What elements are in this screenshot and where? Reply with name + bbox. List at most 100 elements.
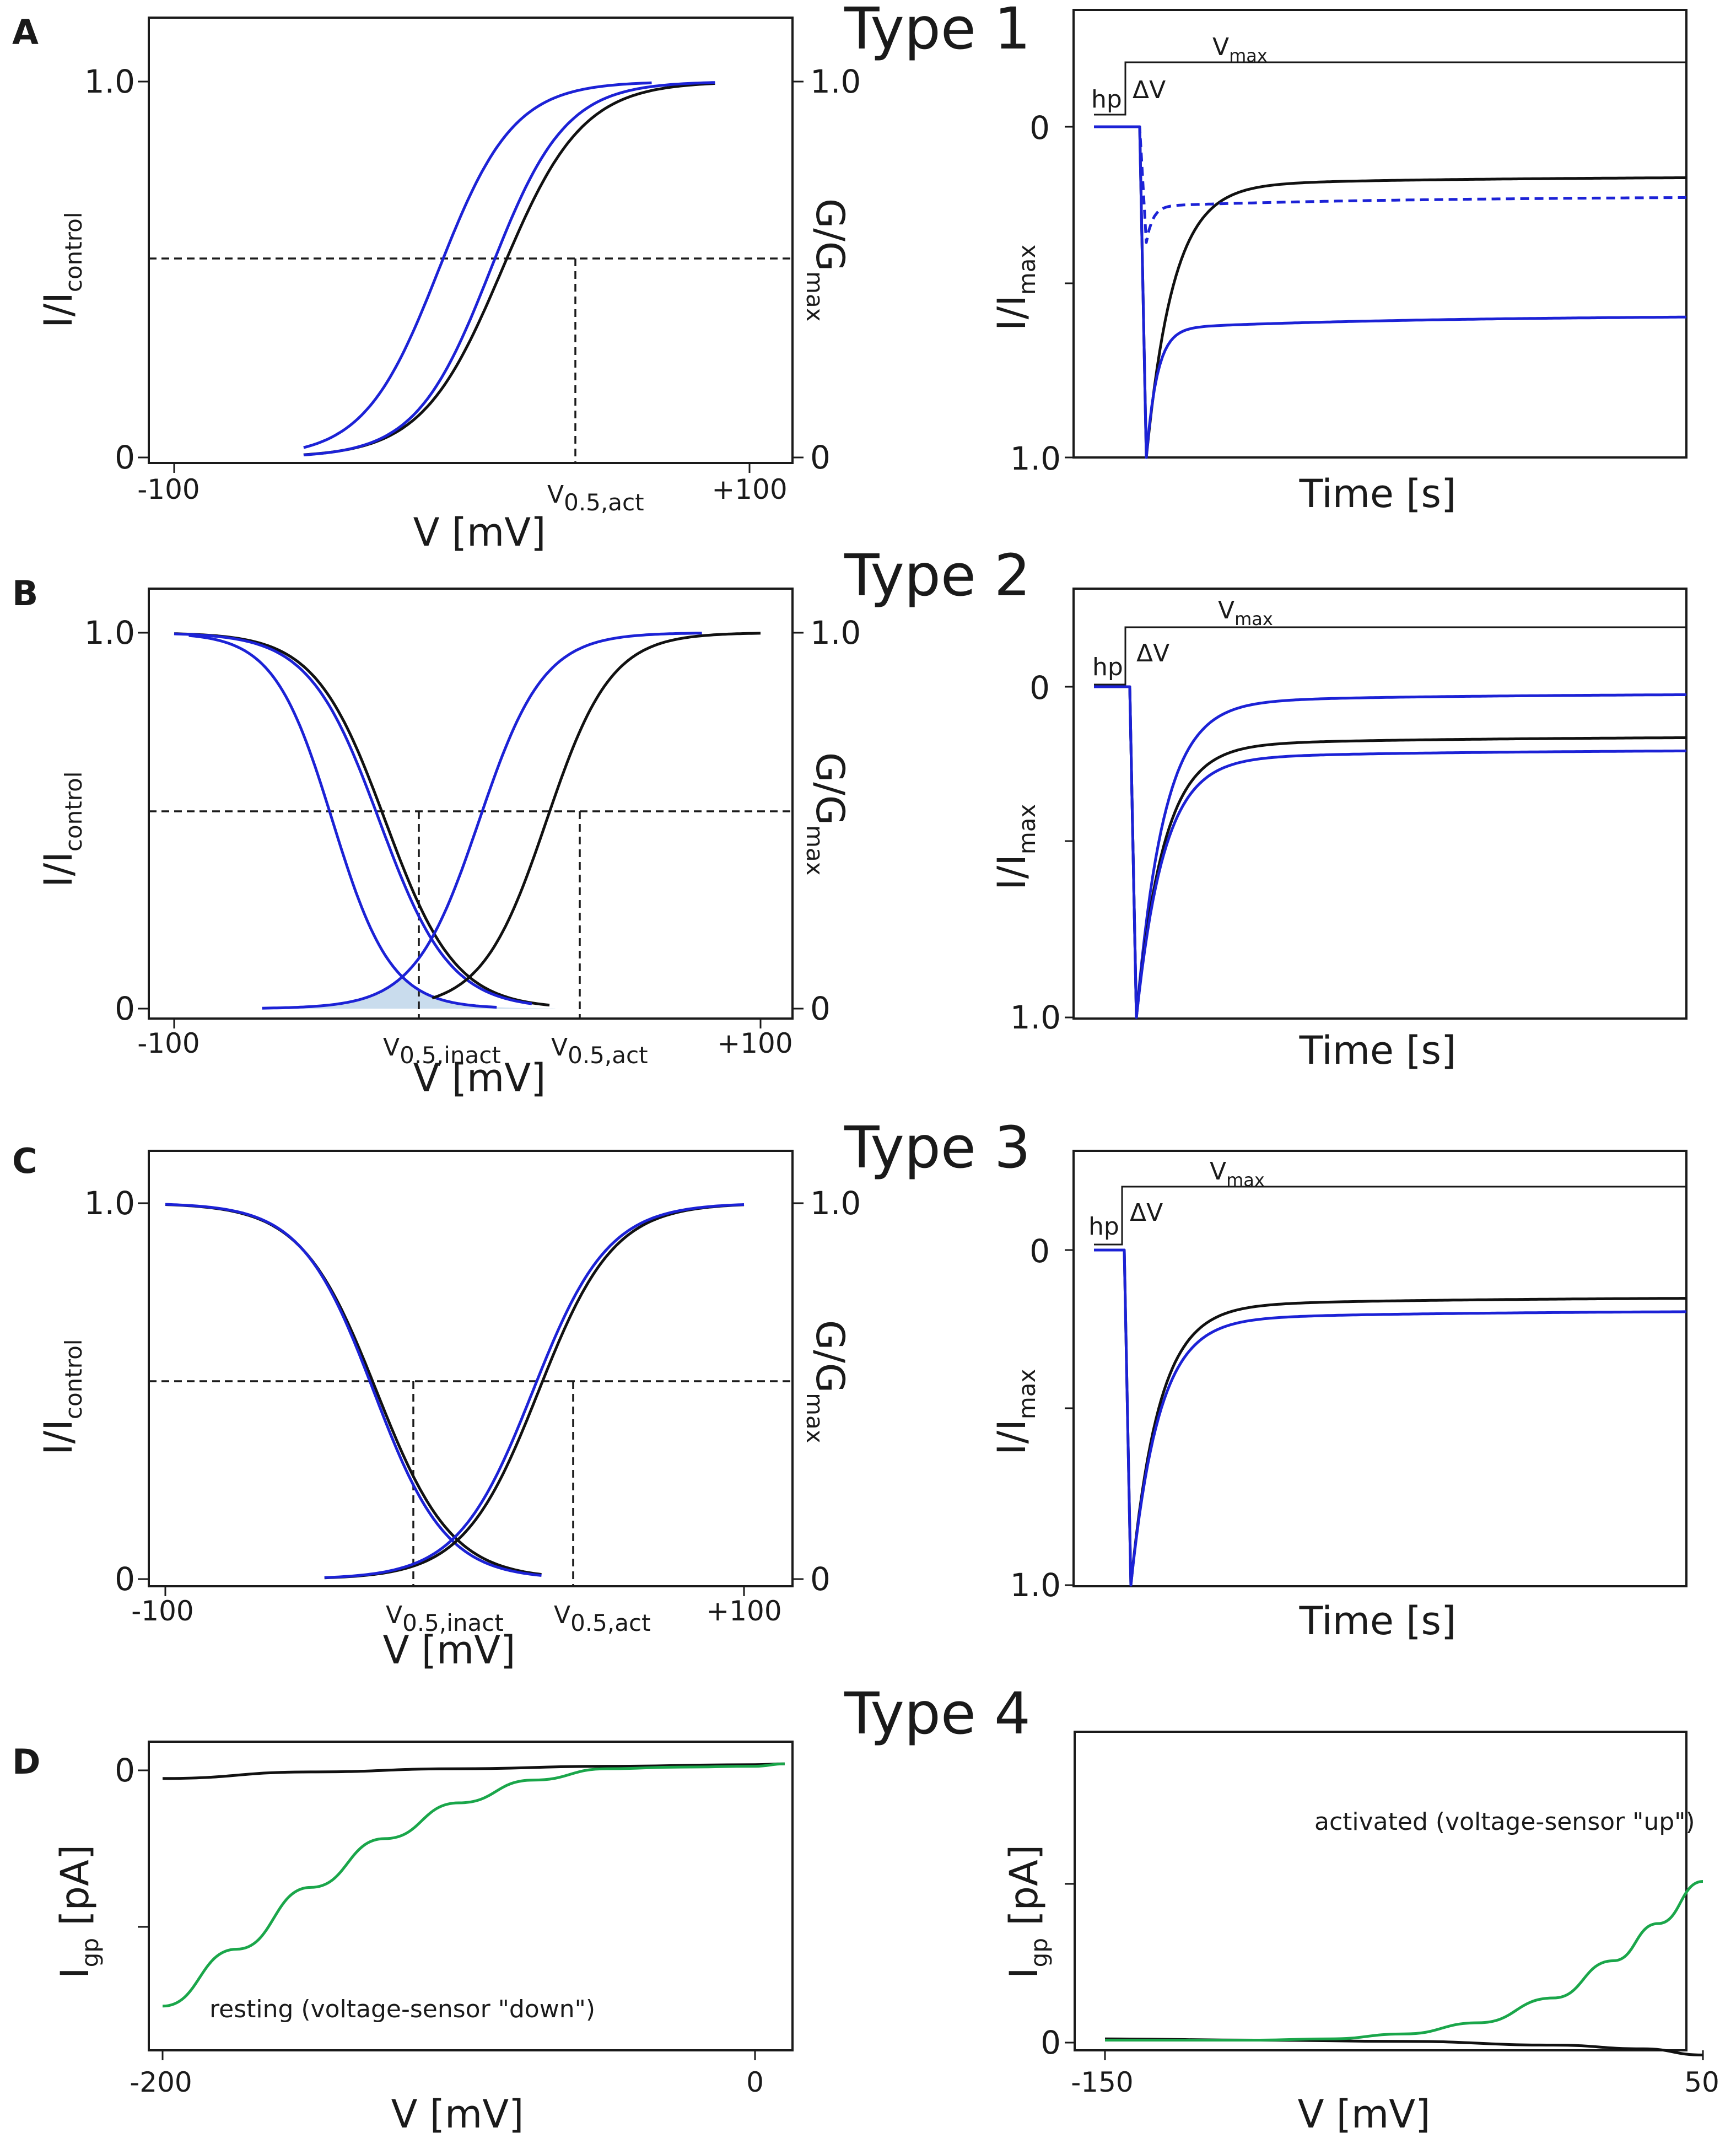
hp-label: hp bbox=[1088, 1213, 1119, 1241]
tick-x-plus100: +100 bbox=[717, 1027, 792, 1059]
chart-d-activated: 0 -150 50 V [mV] activated (voltage-sens… bbox=[1001, 1731, 1719, 2133]
series-inactivation-drug bbox=[165, 1203, 542, 1577]
dv-label: ΔV bbox=[1130, 1199, 1163, 1227]
curves bbox=[1094, 1248, 1686, 1587]
series-drug-upper- bbox=[1094, 685, 1687, 1019]
y-axis-label: I/Imax bbox=[989, 245, 1040, 331]
x-axis-label: Time [s] bbox=[1299, 1598, 1457, 1644]
tick-y-0: 0 bbox=[115, 1752, 135, 1789]
plot-frame bbox=[148, 588, 794, 1020]
series-activation-control bbox=[324, 1203, 745, 1580]
series-control bbox=[1094, 1248, 1686, 1587]
chart-a-trace: hp ΔV Vmax 0 1.0 I/Imax Time [s] bbox=[989, 9, 1688, 516]
series-activation-drug bbox=[303, 81, 715, 456]
tick-y-0: 0 bbox=[1029, 109, 1050, 147]
plot-frame bbox=[148, 17, 794, 464]
x-axis-label: Time [s] bbox=[1299, 1028, 1457, 1073]
curves bbox=[165, 1203, 745, 1580]
plot-frame bbox=[1072, 1150, 1688, 1587]
y-axis-label: Igp [pA] bbox=[1001, 1845, 1053, 1979]
panel-letter-c: C bbox=[12, 1141, 37, 1181]
tick-x-minus150: -150 bbox=[1071, 2066, 1133, 2098]
tick-y-1: 1.0 bbox=[84, 63, 135, 100]
series-drug-dashed- bbox=[1094, 125, 1687, 244]
v05-act-label: V0.5,act bbox=[554, 1601, 651, 1636]
x-axis: -100 +100 V0.5,act V [mV] bbox=[137, 463, 788, 555]
tick-x-50: 50 bbox=[1684, 2066, 1719, 2098]
curves bbox=[162, 1762, 785, 2008]
tick-x-plus100: +100 bbox=[711, 473, 787, 505]
series-control bbox=[1094, 685, 1687, 1019]
tick-y2-0: 0 bbox=[810, 1560, 831, 1598]
plot-frame bbox=[1072, 588, 1688, 1020]
window-current-area bbox=[262, 977, 556, 1009]
voltage-protocol: hp ΔV Vmax bbox=[1092, 596, 1686, 686]
v05-act-label: V0.5,act bbox=[551, 1033, 648, 1069]
tick-y-0: 0 bbox=[115, 439, 135, 476]
tick-y2-1: 1.0 bbox=[810, 63, 861, 100]
series-activation-drug bbox=[262, 632, 702, 1010]
curves bbox=[1094, 125, 1687, 459]
tick-y-0: 0 bbox=[115, 1560, 135, 1598]
x-axis-label: V [mV] bbox=[1298, 2092, 1431, 2133]
dv-label: ΔV bbox=[1133, 76, 1166, 104]
y-axis-label: I/Imax bbox=[989, 1369, 1040, 1455]
panel-letter-d: D bbox=[12, 1742, 40, 1782]
x-axis-label: Time [s] bbox=[1299, 471, 1457, 516]
tick-y2-1: 1.0 bbox=[810, 1184, 861, 1222]
tick-y-1: 1.0 bbox=[84, 614, 135, 651]
chart-b-steady-state: 1.0 0 1.0 0 -100 +100 V0.5,inact V0.5,ac… bbox=[36, 588, 861, 1101]
tick-y-0: 0 bbox=[1029, 669, 1050, 707]
tick-y-1: 1.0 bbox=[1010, 999, 1061, 1036]
chart-a-steady-state: 1.0 0 1.0 0 -100 +100 V0.5,act V [mV] I/… bbox=[36, 17, 861, 555]
series-activation-drug-shifted- bbox=[303, 81, 652, 449]
tick-x-minus100: -100 bbox=[131, 1595, 193, 1627]
vmax-label: Vmax bbox=[1212, 33, 1268, 66]
series-drug-solid- bbox=[1094, 125, 1687, 459]
x-axis-label: V [mV] bbox=[383, 1628, 516, 1673]
vmax-label: Vmax bbox=[1210, 1157, 1265, 1191]
v05-act-label: V0.5,act bbox=[547, 481, 644, 516]
tick-y-0: 0 bbox=[115, 990, 135, 1027]
series-drug-lower- bbox=[1094, 685, 1687, 1019]
tick-y2-0: 0 bbox=[810, 439, 831, 476]
x-axis-label: V [mV] bbox=[391, 2092, 524, 2133]
series-activation-control bbox=[303, 82, 715, 456]
hp-label: hp bbox=[1092, 653, 1123, 681]
series-drug bbox=[1104, 1880, 1703, 2042]
title-type-2: Type 2 bbox=[844, 542, 1031, 609]
y-axis-label-left: I/Icontrol bbox=[36, 772, 87, 887]
curves bbox=[1104, 1880, 1703, 2056]
y-axis-label-right: G/Gmax bbox=[801, 198, 853, 322]
title-type-3: Type 3 bbox=[844, 1114, 1031, 1181]
x-axis-label: V [mV] bbox=[413, 510, 546, 555]
v05-inact-label: V0.5,inact bbox=[386, 1601, 504, 1636]
series-activation-drug bbox=[324, 1203, 745, 1579]
series-control bbox=[1094, 125, 1687, 459]
plot-frame bbox=[148, 1150, 794, 1587]
y-axis-label-right: G/Gmax bbox=[801, 752, 853, 876]
vmax-label: Vmax bbox=[1218, 596, 1273, 629]
tick-x-plus100: +100 bbox=[706, 1595, 781, 1627]
title-type-1: Type 1 bbox=[844, 0, 1031, 62]
y-axis-label-left: I/Icontrol bbox=[36, 1339, 87, 1455]
tick-x-minus100: -100 bbox=[137, 473, 200, 505]
y-axis-left: 1.0 0 bbox=[84, 63, 149, 476]
chart-b-trace: hp ΔV Vmax 0 1.0 I/Imax Time [s] bbox=[989, 588, 1688, 1073]
resting-annotation: resting (voltage-sensor "down") bbox=[209, 1995, 595, 2023]
series-activation-control bbox=[432, 632, 761, 1000]
chart-c-trace: hp ΔV Vmax 0 1.0 I/Imax Time [s] bbox=[989, 1150, 1688, 1644]
chart-c-steady-state: 1.0 0 1.0 0 -100 +100 V0.5,inact V0.5,ac… bbox=[36, 1150, 861, 1673]
activated-annotation: activated (voltage-sensor "up") bbox=[1314, 1808, 1695, 1836]
curves bbox=[174, 632, 761, 1010]
voltage-protocol: hp ΔV Vmax bbox=[1088, 1157, 1686, 1246]
tick-y-1: 1.0 bbox=[84, 1184, 135, 1222]
plot-frame bbox=[1074, 1731, 1688, 2051]
tick-y2-0: 0 bbox=[810, 990, 831, 1027]
y-axis-label: Igp [pA] bbox=[52, 1845, 104, 1979]
y-axis-label-left: I/Icontrol bbox=[36, 212, 87, 328]
hp-label: hp bbox=[1091, 85, 1122, 114]
chart-d-resting: 0 -200 0 V [mV] resting (voltage-sensor … bbox=[52, 1741, 794, 2133]
tick-y-1: 1.0 bbox=[1010, 1566, 1061, 1604]
